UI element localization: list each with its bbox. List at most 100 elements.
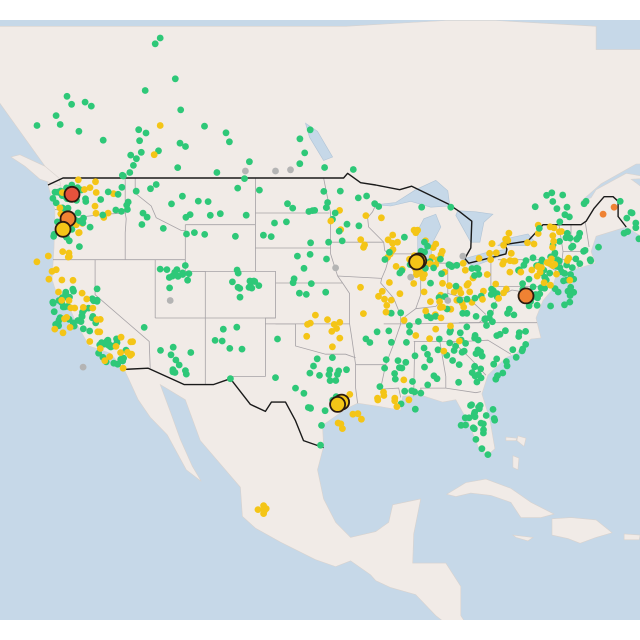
yellow-station-dot[interactable] — [439, 279, 446, 287]
green-station-dot[interactable] — [194, 197, 202, 205]
yellow-station-dot[interactable] — [75, 229, 83, 236]
green-station-dot[interactable] — [211, 337, 219, 344]
green-station-dot[interactable] — [155, 147, 162, 155]
green-station-dot[interactable] — [343, 366, 350, 374]
yellow-station-dot[interactable] — [382, 308, 390, 316]
green-station-dot[interactable] — [573, 235, 581, 243]
green-station-dot[interactable] — [470, 410, 478, 418]
green-station-dot[interactable] — [234, 184, 242, 192]
green-station-dot[interactable] — [163, 266, 171, 273]
green-station-dot[interactable] — [126, 169, 134, 176]
green-station-dot[interactable] — [477, 374, 485, 382]
green-station-dot[interactable] — [455, 378, 462, 386]
green-station-dot[interactable] — [519, 280, 526, 287]
yellow-station-dot[interactable] — [459, 259, 467, 267]
green-station-dot[interactable] — [142, 129, 150, 137]
yellow-station-dot[interactable] — [96, 328, 104, 336]
yellow-station-dot[interactable] — [528, 266, 536, 274]
green-station-dot[interactable] — [580, 200, 588, 208]
green-station-dot[interactable] — [385, 327, 393, 335]
yellow-station-dot[interactable] — [543, 259, 551, 266]
green-station-dot[interactable] — [566, 298, 574, 306]
green-station-dot[interactable] — [186, 211, 194, 219]
green-station-dot[interactable] — [242, 211, 250, 219]
green-station-dot[interactable] — [376, 383, 384, 390]
yellow-station-dot[interactable] — [126, 352, 134, 359]
yellow-station-dot[interactable] — [500, 241, 507, 249]
yellow-station-dot[interactable] — [59, 248, 67, 256]
green-station-dot[interactable] — [427, 279, 434, 287]
green-station-dot[interactable] — [386, 248, 393, 256]
green-station-dot[interactable] — [484, 451, 492, 458]
yellow-station-dot[interactable] — [381, 295, 388, 303]
yellow-station-dot[interactable] — [510, 257, 518, 265]
green-station-dot[interactable] — [78, 313, 86, 320]
yellow-station-dot[interactable] — [55, 288, 62, 296]
yellow-station-dot[interactable] — [450, 288, 458, 296]
green-station-dot[interactable] — [531, 203, 539, 211]
green-station-dot[interactable] — [494, 372, 501, 379]
green-station-dot[interactable] — [306, 369, 314, 377]
yellow-station-dot[interactable] — [549, 232, 557, 240]
green-station-dot[interactable] — [502, 327, 509, 335]
green-station-dot[interactable] — [101, 340, 108, 348]
green-station-dot[interactable] — [156, 265, 164, 273]
green-station-dot[interactable] — [306, 251, 314, 258]
yellow-station-dot[interactable] — [546, 223, 554, 231]
green-station-dot[interactable] — [623, 214, 631, 222]
green-station-dot[interactable] — [127, 151, 135, 159]
green-station-dot[interactable] — [135, 126, 143, 134]
yellow-station-dot[interactable] — [400, 376, 408, 384]
yellow-station-dot[interactable] — [117, 333, 125, 341]
green-station-dot[interactable] — [409, 378, 416, 385]
green-station-dot[interactable] — [567, 271, 574, 278]
green-station-dot[interactable] — [488, 285, 495, 293]
green-station-dot[interactable] — [381, 364, 388, 372]
green-station-dot[interactable] — [463, 309, 471, 317]
red-highlight-marker[interactable] — [63, 185, 81, 203]
yellow-station-dot[interactable] — [81, 186, 88, 193]
green-station-dot[interactable] — [543, 191, 550, 199]
green-station-dot[interactable] — [119, 357, 127, 365]
green-station-dot[interactable] — [520, 261, 528, 269]
green-station-dot[interactable] — [52, 199, 60, 207]
green-station-dot[interactable] — [329, 354, 336, 361]
green-station-dot[interactable] — [168, 200, 175, 208]
green-station-dot[interactable] — [452, 282, 460, 290]
green-station-dot[interactable] — [62, 288, 70, 296]
green-station-dot[interactable] — [418, 203, 426, 211]
green-station-dot[interactable] — [182, 370, 190, 378]
green-station-dot[interactable] — [473, 378, 481, 386]
yellow-station-dot[interactable] — [346, 391, 354, 398]
green-station-dot[interactable] — [388, 338, 395, 346]
green-station-dot[interactable] — [307, 280, 315, 287]
yellow-station-dot[interactable] — [86, 338, 94, 345]
green-station-dot[interactable] — [474, 336, 482, 344]
green-station-dot[interactable] — [173, 266, 181, 274]
green-station-dot[interactable] — [371, 200, 379, 208]
green-station-dot[interactable] — [169, 343, 177, 351]
green-station-dot[interactable] — [246, 277, 254, 285]
yellow-station-dot[interactable] — [549, 244, 556, 251]
yellow-station-dot[interactable] — [48, 268, 56, 275]
green-station-dot[interactable] — [468, 401, 475, 409]
green-station-dot[interactable] — [477, 419, 485, 427]
green-station-dot[interactable] — [114, 190, 122, 198]
green-station-dot[interactable] — [292, 384, 299, 392]
green-station-dot[interactable] — [204, 198, 212, 206]
yellow-station-dot[interactable] — [378, 287, 386, 295]
green-station-dot[interactable] — [446, 261, 454, 269]
green-station-dot[interactable] — [426, 356, 434, 364]
green-station-dot[interactable] — [52, 112, 60, 119]
yellow-station-dot[interactable] — [386, 279, 393, 286]
green-station-dot[interactable] — [332, 377, 340, 384]
map-canvas[interactable] — [0, 20, 640, 620]
green-station-dot[interactable] — [81, 98, 89, 106]
green-station-dot[interactable] — [138, 221, 146, 228]
green-station-dot[interactable] — [136, 137, 144, 145]
green-station-dot[interactable] — [549, 198, 557, 205]
green-station-dot[interactable] — [234, 283, 242, 291]
green-station-dot[interactable] — [68, 100, 75, 108]
green-station-dot[interactable] — [452, 342, 459, 350]
yellow-station-dot[interactable] — [91, 202, 99, 210]
